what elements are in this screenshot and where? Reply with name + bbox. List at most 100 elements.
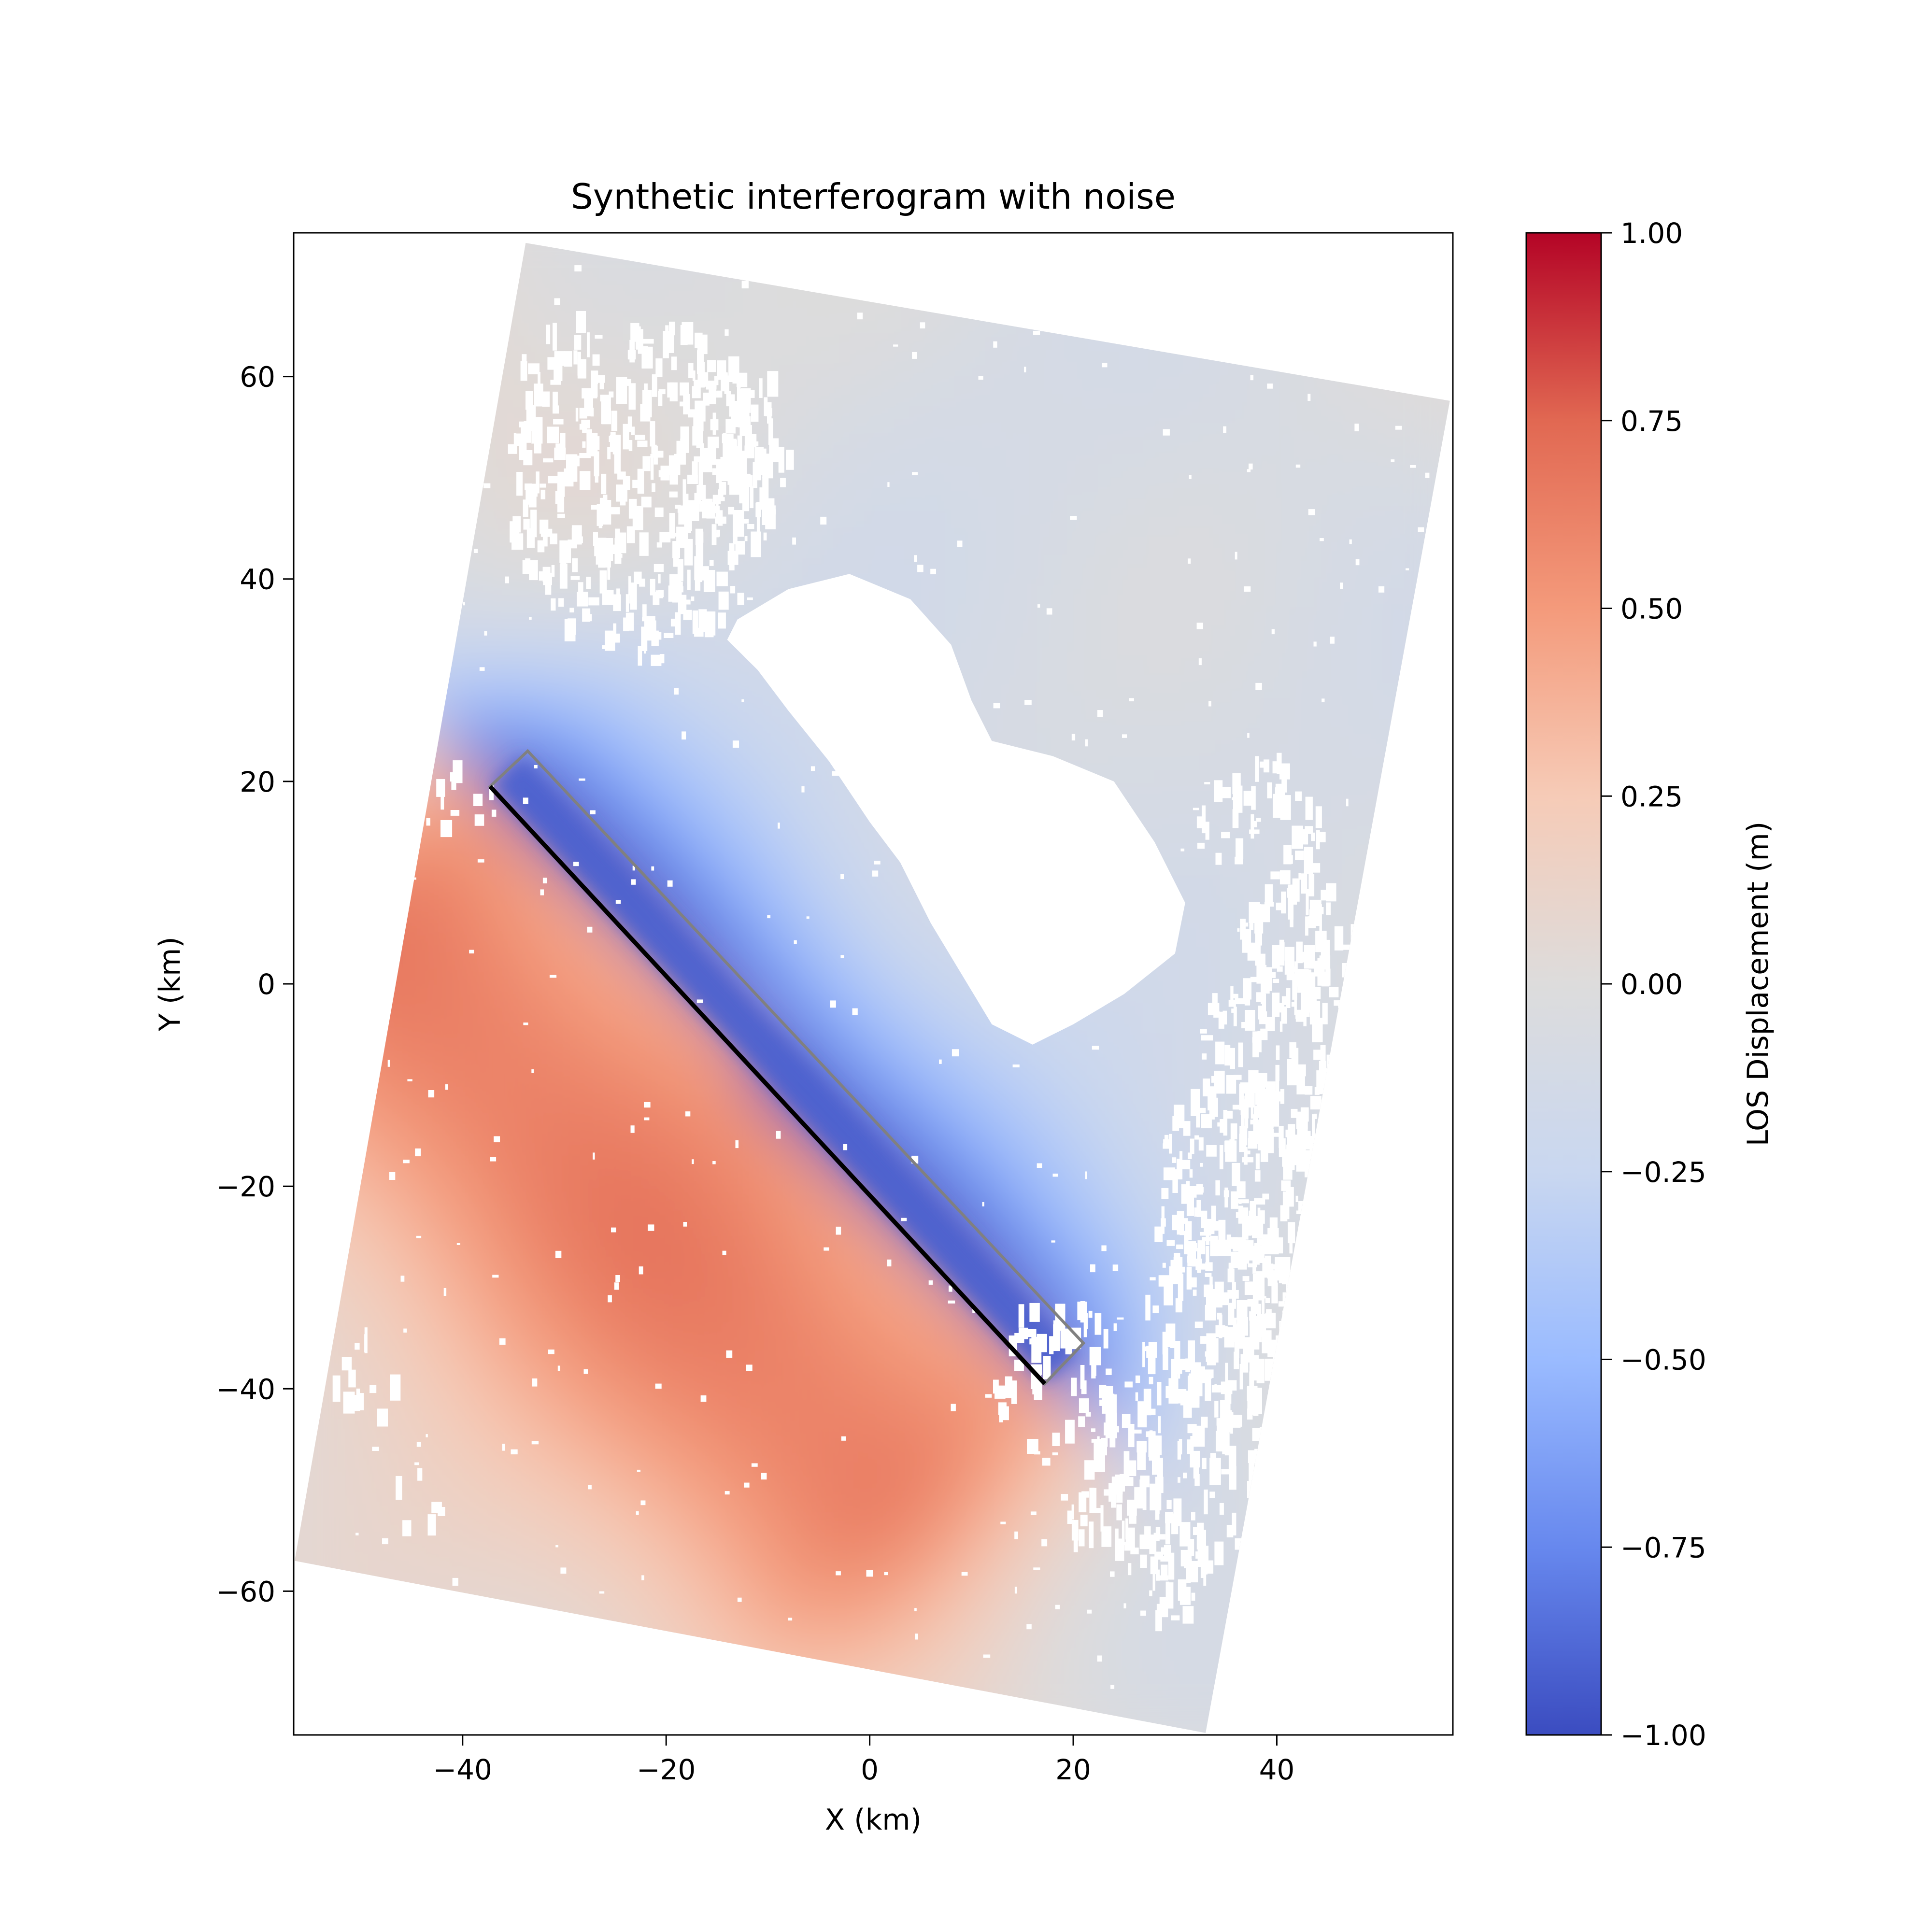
- no-data-speckle: [719, 482, 726, 495]
- field-cell: [782, 1613, 813, 1645]
- field-cell: [1057, 1583, 1088, 1614]
- field-cell: [874, 1674, 905, 1705]
- field-cell: [1332, 581, 1363, 612]
- no-data-speckle: [1292, 973, 1297, 1000]
- field-cell: [1270, 459, 1302, 491]
- field-cell: [1362, 490, 1393, 521]
- no-data-speckle: [1224, 1110, 1233, 1119]
- field-cell: [324, 338, 355, 369]
- field-cell: [446, 1037, 478, 1067]
- no-data-speckle: [601, 408, 611, 425]
- field-cell: [1087, 1552, 1119, 1584]
- field-cell: [324, 763, 355, 794]
- no-data-speckle: [513, 433, 517, 454]
- no-data-speckle: [358, 644, 361, 653]
- field-cell: [935, 1674, 966, 1705]
- no-data-speckle: [1343, 1024, 1352, 1031]
- field-cell: [782, 551, 813, 582]
- field-cell: [568, 247, 600, 278]
- no-data-speckle: [1384, 1662, 1386, 1666]
- field-cell: [660, 763, 691, 794]
- no-data-speckle: [743, 480, 752, 486]
- no-data-speckle: [724, 1491, 730, 1495]
- field-cell: [812, 1188, 844, 1220]
- no-data-speckle: [1225, 1363, 1228, 1389]
- field-cell: [1301, 398, 1333, 430]
- field-cell: [1149, 641, 1180, 673]
- field-cell: [1179, 1674, 1210, 1705]
- no-data-speckle: [1179, 1587, 1191, 1605]
- no-data-speckle: [1378, 1148, 1382, 1175]
- no-data-speckle: [712, 468, 717, 475]
- no-data-speckle: [743, 479, 747, 483]
- no-data-speckle: [542, 878, 547, 883]
- no-data-speckle: [1200, 1263, 1207, 1270]
- field-cell: [355, 247, 386, 278]
- no-data-speckle: [1354, 1059, 1362, 1078]
- no-data-speckle: [1304, 945, 1315, 969]
- y-tick-label: −20: [216, 1170, 275, 1203]
- field-cell: [477, 1674, 508, 1705]
- no-data-speckle: [1143, 1389, 1151, 1416]
- field-cell: [1454, 1553, 1485, 1584]
- field-cell: [782, 338, 813, 369]
- field-cell: [1392, 733, 1424, 764]
- no-data-speckle: [1328, 1145, 1333, 1165]
- no-data-speckle: [463, 602, 465, 606]
- field-cell: [965, 1340, 996, 1371]
- no-data-speckle: [1161, 1188, 1169, 1199]
- no-data-speckle: [574, 335, 582, 350]
- field-cell: [874, 551, 905, 582]
- field-cell: [507, 1279, 539, 1310]
- field-cell: [812, 1462, 844, 1493]
- field-cell: [660, 1249, 691, 1280]
- field-cell: [1332, 702, 1363, 734]
- field-cell: [1392, 1705, 1424, 1733]
- no-data-speckle: [756, 517, 760, 533]
- field-cell: [1454, 1158, 1485, 1189]
- no-data-speckle: [1234, 1333, 1239, 1358]
- no-data-speckle: [1261, 1114, 1269, 1119]
- field-cell: [752, 1613, 783, 1645]
- field-cell: [1423, 243, 1450, 248]
- no-data-speckle: [1164, 1279, 1173, 1306]
- field-cell: [874, 338, 905, 369]
- x-tick-label: 40: [1259, 1753, 1295, 1786]
- no-data-speckle: [710, 453, 716, 465]
- field-cell: [1057, 1552, 1088, 1584]
- no-data-speckle: [346, 420, 353, 424]
- no-data-speckle: [744, 536, 748, 541]
- no-data-speckle: [1348, 1156, 1352, 1174]
- field-cell: [568, 1462, 600, 1493]
- field-cell: [1149, 794, 1180, 824]
- no-data-speckle: [1255, 1153, 1260, 1170]
- no-data-speckle: [537, 417, 540, 439]
- no-data-speckle: [1416, 1625, 1422, 1632]
- no-data-speckle: [650, 421, 655, 447]
- no-data-speckle: [1204, 782, 1210, 784]
- field-cell: [1454, 1371, 1485, 1402]
- field-cell: [782, 1492, 813, 1523]
- no-data-speckle: [1227, 1268, 1235, 1282]
- no-data-speckle: [379, 616, 384, 625]
- no-data-speckle: [1223, 1110, 1228, 1136]
- no-data-speckle: [1346, 798, 1349, 807]
- no-data-speckle: [1125, 1527, 1135, 1551]
- field-cell: [1179, 702, 1210, 734]
- no-data-speckle: [600, 395, 611, 402]
- no-data-speckle: [1232, 1163, 1240, 1186]
- field-cell: [1301, 247, 1333, 278]
- no-data-speckle: [650, 579, 655, 596]
- field-cell: [904, 368, 936, 399]
- no-data-speckle: [1292, 878, 1300, 902]
- no-data-speckle: [1186, 1267, 1192, 1290]
- no-data-speckle: [1024, 700, 1032, 705]
- field-cell: [385, 976, 416, 1007]
- no-data-speckle: [325, 1621, 328, 1624]
- field-cell: [355, 854, 386, 885]
- field-cell: [843, 1674, 874, 1705]
- no-data-speckle: [1316, 832, 1326, 842]
- field-cell: [1240, 1583, 1271, 1614]
- field-cell: [965, 1492, 996, 1523]
- no-data-speckle: [1268, 1100, 1279, 1127]
